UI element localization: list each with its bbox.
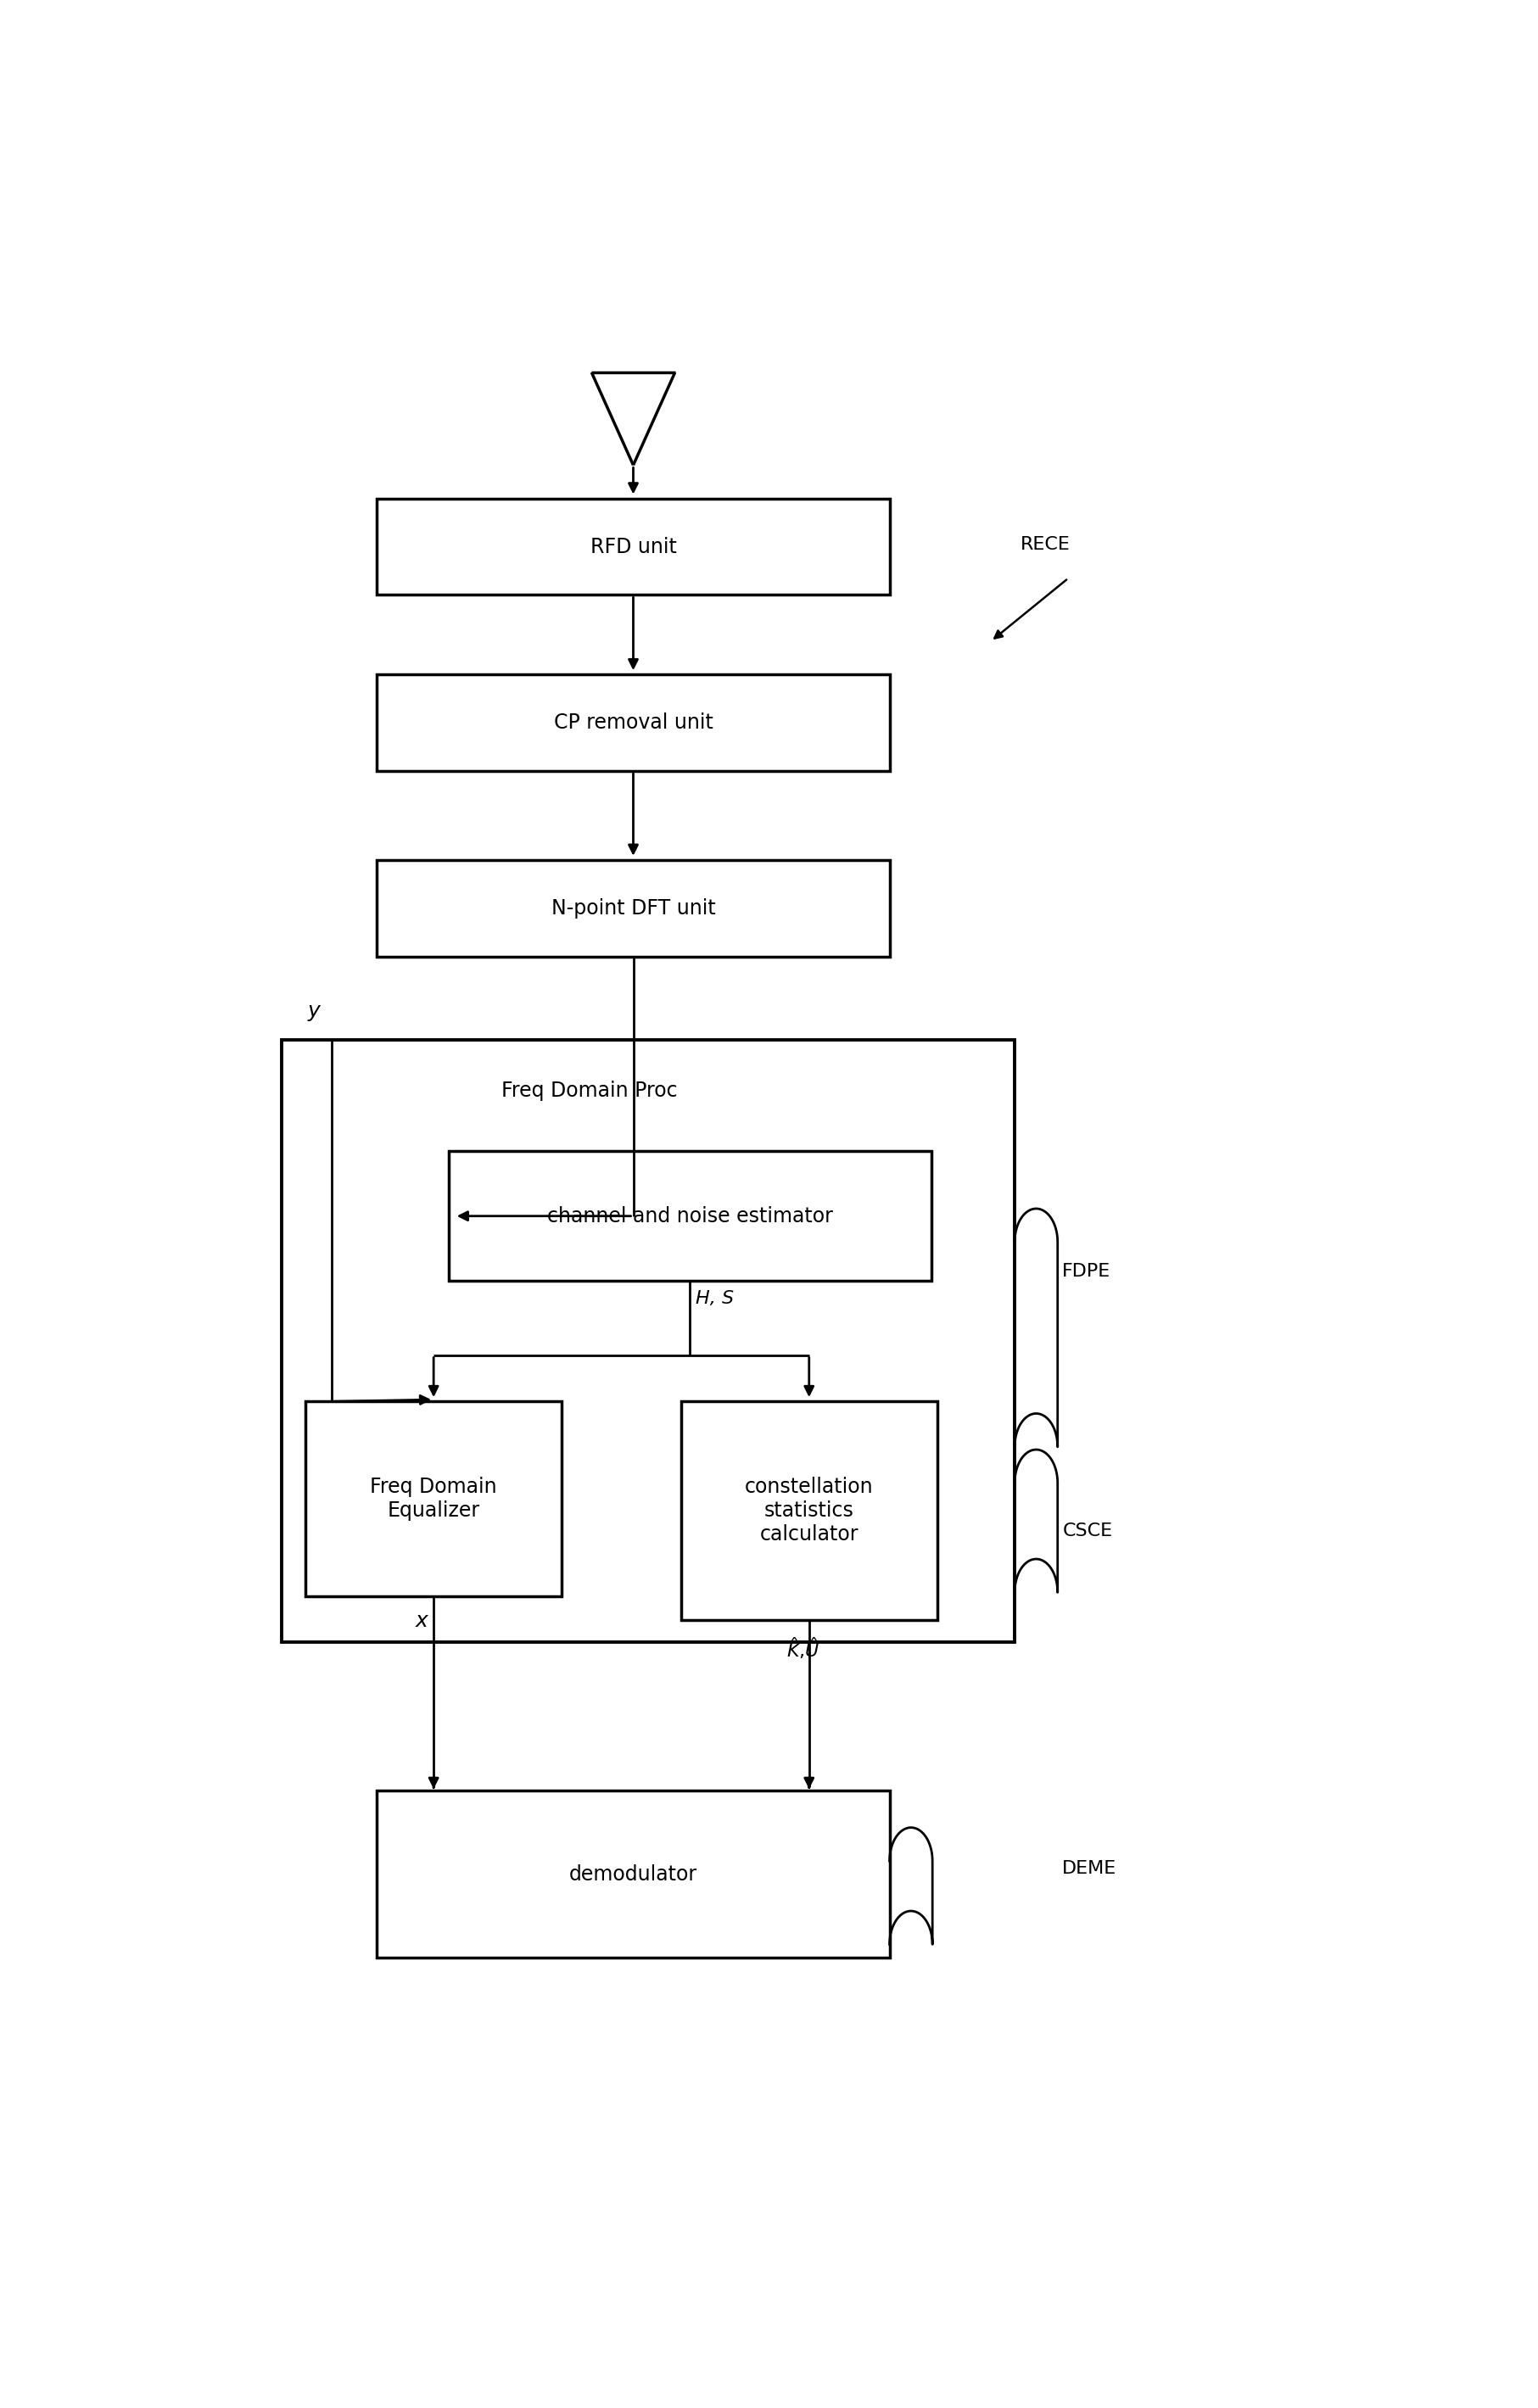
Text: CP removal unit: CP removal unit bbox=[554, 713, 714, 732]
Text: RECE: RECE bbox=[1021, 537, 1070, 554]
Text: x: x bbox=[415, 1611, 428, 1630]
Text: RFD unit: RFD unit bbox=[591, 537, 677, 556]
Text: DEME: DEME bbox=[1063, 1861, 1117, 1878]
Bar bbox=[377, 860, 889, 956]
Bar bbox=[377, 674, 889, 771]
Bar bbox=[377, 498, 889, 595]
Text: constellation
statistics
calculator: constellation statistics calculator bbox=[744, 1476, 874, 1544]
Text: demodulator: demodulator bbox=[569, 1864, 697, 1885]
Text: Freq Domain
Equalizer: Freq Domain Equalizer bbox=[371, 1476, 497, 1522]
Text: CSCE: CSCE bbox=[1063, 1522, 1112, 1539]
Text: FDPE: FDPE bbox=[1063, 1264, 1110, 1281]
Bar bbox=[281, 1040, 1015, 1642]
Text: y: y bbox=[308, 1002, 320, 1021]
Bar bbox=[377, 1792, 889, 1958]
Bar bbox=[449, 1151, 930, 1281]
Bar bbox=[681, 1401, 937, 1621]
Text: channel and noise estimator: channel and noise estimator bbox=[548, 1206, 832, 1226]
Text: N-point DFT unit: N-point DFT unit bbox=[551, 898, 715, 917]
Text: H, S: H, S bbox=[695, 1291, 734, 1308]
Text: $\hat{K}$,$\hat{U}$: $\hat{K}$,$\hat{U}$ bbox=[786, 1635, 820, 1662]
Bar bbox=[306, 1401, 561, 1597]
Text: Freq Domain Proc: Freq Domain Proc bbox=[501, 1081, 678, 1100]
